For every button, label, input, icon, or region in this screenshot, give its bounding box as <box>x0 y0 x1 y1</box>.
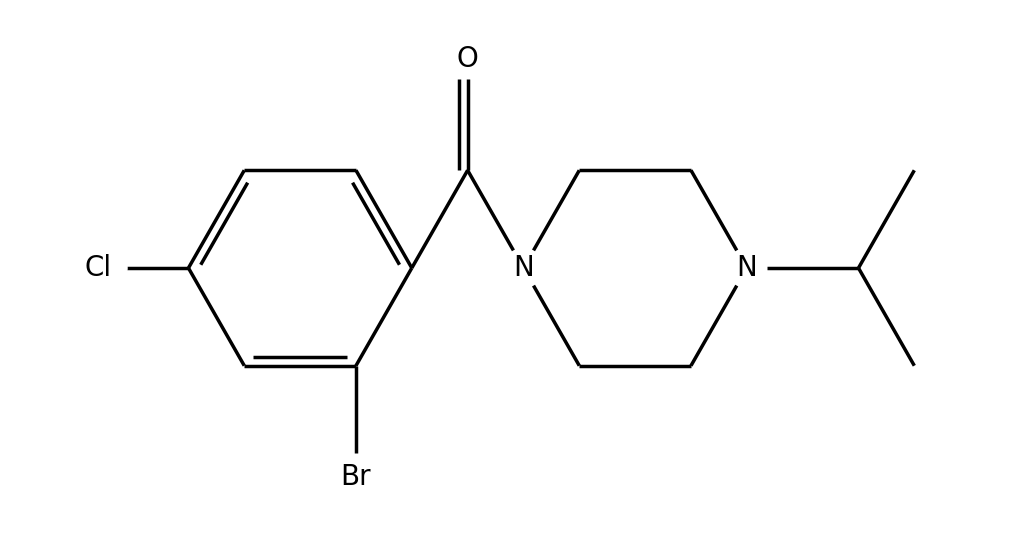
Text: N: N <box>737 254 757 282</box>
Text: O: O <box>457 44 478 72</box>
Circle shape <box>508 252 539 284</box>
Circle shape <box>96 252 127 284</box>
Text: Cl: Cl <box>84 254 112 282</box>
Circle shape <box>732 252 762 284</box>
Text: Br: Br <box>341 464 371 492</box>
Text: N: N <box>513 254 534 282</box>
Circle shape <box>452 43 483 74</box>
Circle shape <box>337 458 376 497</box>
